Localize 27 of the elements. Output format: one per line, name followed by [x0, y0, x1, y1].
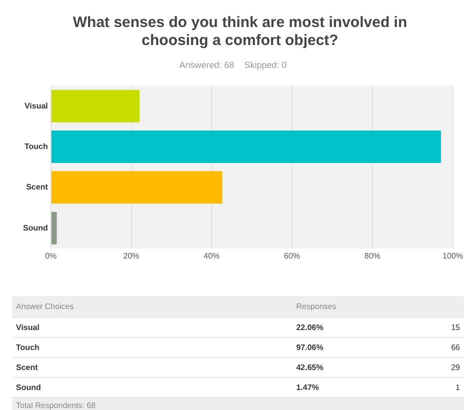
text: 29 [408, 358, 464, 378]
x-tick-label: 60% [284, 251, 300, 260]
text: 66 [408, 338, 464, 358]
x-tick-label: 80% [364, 251, 380, 260]
text: 1 [408, 378, 464, 398]
y-tick-label: Scent [26, 182, 48, 192]
text: Responses [292, 296, 464, 318]
x-tick-label: 40% [204, 251, 220, 260]
text: 1.47% [292, 378, 408, 398]
text: Answer Choices [12, 296, 292, 318]
x-tick-label: 100% [442, 251, 464, 260]
y-tick-label: Sound [22, 223, 48, 232]
chart-subtitle: Answered: 68 Skipped: 0 [178, 60, 288, 70]
category-label: Sound [16, 383, 41, 392]
category-label: Visual [16, 323, 40, 332]
y-tick-label: Touch [24, 142, 48, 151]
text: Total Respondents: 68 [12, 398, 464, 410]
y-tick-label: Visual [24, 101, 48, 110]
category-label: Scent [16, 363, 38, 372]
text: 22.06% [292, 318, 408, 338]
text: 15 [408, 318, 464, 338]
category-label: Touch [16, 343, 40, 352]
chart-title: What senses do you think are most involved in choosing a comfort object? [72, 14, 408, 50]
text: 42.65% [292, 358, 408, 378]
text: 97.06% [292, 338, 408, 358]
x-tick-label: 0% [45, 251, 57, 260]
x-tick-label: 20% [123, 251, 140, 260]
